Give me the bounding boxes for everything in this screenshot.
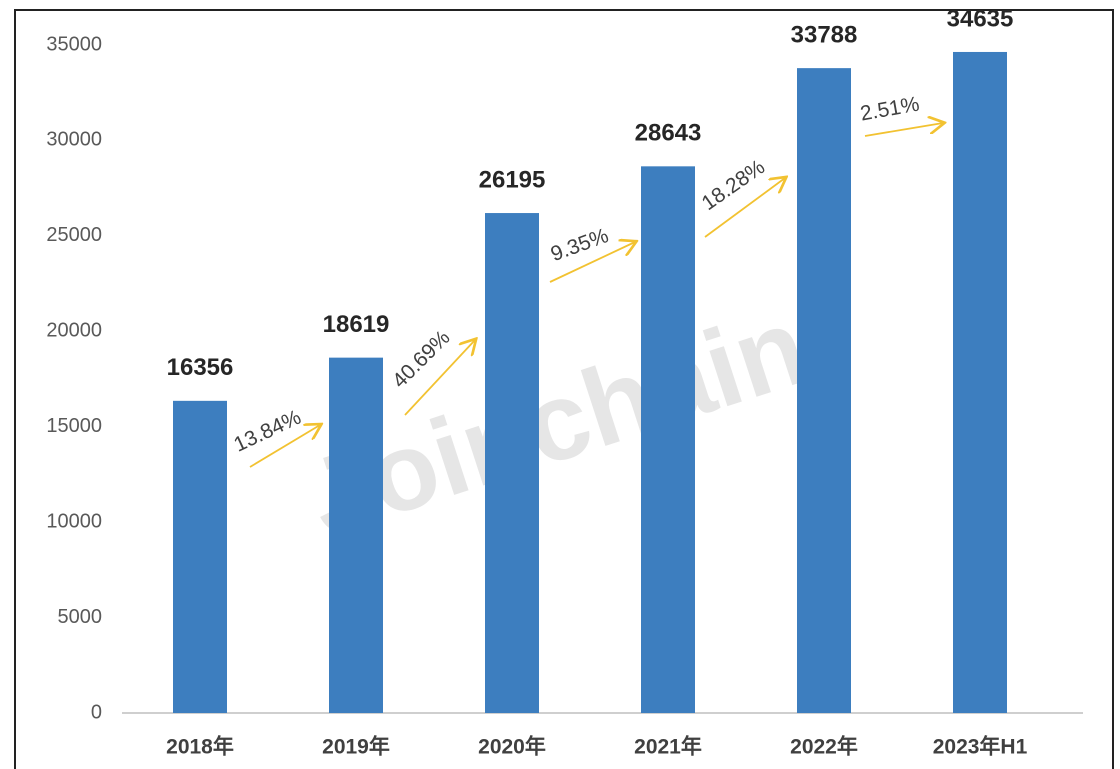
bar: [953, 51, 1007, 713]
growth-arrow: [249, 425, 320, 468]
bar: [641, 166, 695, 713]
x-tick-label: 2019年: [322, 735, 390, 759]
data-label: 33788: [791, 21, 858, 48]
x-tick-label: 2021年: [634, 735, 702, 759]
y-tick-label: 30000: [46, 129, 102, 151]
growth-label: 2.51%: [859, 93, 922, 126]
growth-arrow: [704, 178, 785, 238]
y-tick-label: 10000: [46, 510, 102, 532]
x-tick-label: 2023年H1: [933, 735, 1028, 759]
x-tick-label: 2022年: [790, 735, 858, 759]
growth-label: 40.69%: [388, 326, 455, 393]
y-tick-label: 0: [91, 701, 102, 723]
data-label: 28643: [635, 120, 702, 147]
y-tick-label: 25000: [46, 224, 102, 246]
y-tick-label: 35000: [46, 33, 102, 55]
bar: [797, 68, 851, 713]
growth-label: 9.35%: [548, 224, 612, 266]
x-tick-label: 2018年: [166, 735, 234, 759]
data-label: 18619: [323, 311, 390, 338]
data-label: 26195: [479, 166, 546, 193]
bar: [173, 400, 227, 713]
x-tick-label: 2020年: [478, 735, 546, 759]
bar: [485, 213, 539, 713]
y-tick-label: 15000: [46, 415, 102, 437]
growth-arrow: [864, 123, 943, 137]
bar: [329, 357, 383, 713]
y-tick-label: 5000: [58, 606, 103, 628]
frame: [14, 9, 1114, 769]
y-tick-label: 20000: [46, 320, 102, 342]
growth-arrow: [404, 340, 475, 416]
growth-arrow: [549, 242, 635, 283]
growth-label: 13.84%: [230, 406, 304, 457]
growth-label: 18.28%: [698, 155, 770, 215]
data-label: 34635: [947, 5, 1014, 32]
data-label: 16356: [167, 354, 234, 381]
